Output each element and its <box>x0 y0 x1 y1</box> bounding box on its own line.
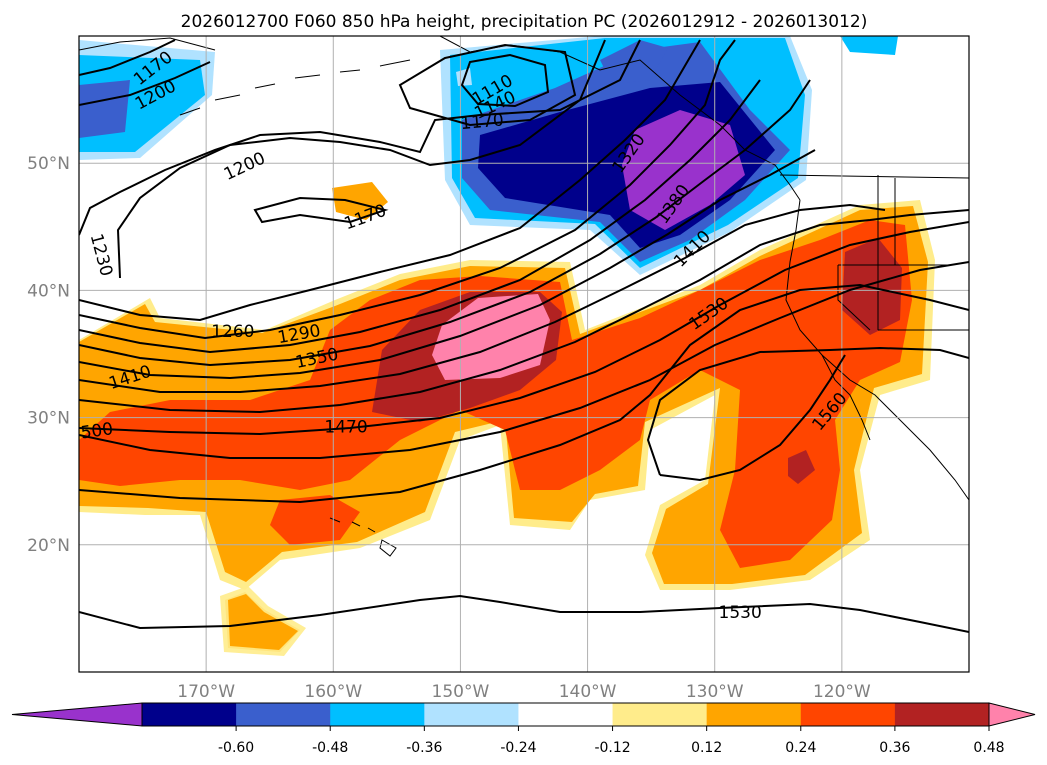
colorbar-tick-label: 0.36 <box>879 740 910 756</box>
contour-label: 1530 <box>719 603 762 623</box>
height-contour <box>79 283 969 504</box>
contour-label-text: 500 <box>79 419 114 443</box>
colorbar-segment <box>894 703 990 726</box>
map-frame <box>78 35 970 673</box>
colorbar-tick-label: 0.12 <box>691 740 722 756</box>
height-contour <box>646 346 969 476</box>
colorbar-frame <box>141 702 990 727</box>
contour-label: 1170 <box>460 110 505 134</box>
lat-tick-label: 20°N <box>27 536 70 556</box>
shade-medium-blue <box>79 80 130 138</box>
lat-tick-label: 30°N <box>27 409 70 429</box>
height-contour <box>79 594 969 633</box>
lat-tick-labels: 20°N 30°N 40°N 50°N <box>27 154 70 556</box>
height-contours <box>79 39 969 633</box>
lon-tick-label: 160°W <box>304 682 362 702</box>
colorbar-segment <box>612 703 708 726</box>
height-contour <box>79 39 176 76</box>
colorbar-segment <box>236 703 331 726</box>
colorbar-tick-label: -0.48 <box>312 740 348 756</box>
hawaii-islands <box>329 517 397 557</box>
contour-label-text: 1530 <box>719 603 762 623</box>
lon-tick-label: 140°W <box>559 682 617 702</box>
shade-pink <box>432 294 550 380</box>
contour-label: 1260 <box>211 322 254 342</box>
colorbar: -0.60 -0.48 -0.36 -0.24 -0.12 0.12 0.24 0.36 0.4… <box>11 702 1036 756</box>
height-contour <box>460 53 550 108</box>
colorbar-tick-label: 0.24 <box>785 740 816 756</box>
baja-california <box>821 354 871 441</box>
height-contour <box>398 43 577 127</box>
height-contour <box>79 203 886 393</box>
height-contour <box>79 221 969 436</box>
lat-tick-label: 40°N <box>27 281 70 301</box>
height-contour <box>79 61 211 106</box>
colorbar-tick-label: 0.48 <box>973 740 1004 756</box>
height-contour <box>79 39 736 340</box>
colorbar-tick-label: -0.24 <box>500 740 536 756</box>
chart-title: 2026012700 F060 850 hPa height, precipit… <box>181 12 868 32</box>
height-contour <box>79 39 641 236</box>
state-lines <box>837 178 950 331</box>
colorbar-segment <box>424 703 519 726</box>
shade-firebrick <box>788 450 815 484</box>
lat-tick-label: 50°N <box>27 154 70 174</box>
height-contour <box>253 196 389 224</box>
colorbar-tick-label: -0.12 <box>594 740 630 756</box>
shade-firebrick <box>842 238 902 335</box>
colorbar-segment <box>330 703 425 726</box>
colorbar-extend-high <box>988 702 1036 727</box>
height-contour <box>79 209 969 414</box>
lon-tick-label: 170°W <box>177 682 235 702</box>
lon-tick-label: 130°W <box>686 682 744 702</box>
height-contour <box>79 39 701 322</box>
colorbar-tick-label: -0.60 <box>218 740 254 756</box>
contour-label-text: 1470 <box>324 418 367 438</box>
height-contour <box>79 149 816 380</box>
colorbar-extend-low <box>11 702 143 727</box>
colorbar-segment <box>800 703 896 726</box>
height-contour <box>659 354 846 482</box>
north-america-coast <box>785 199 969 501</box>
contour-label-text: 1260 <box>211 322 254 342</box>
colorbar-segment <box>518 703 614 726</box>
us-border <box>779 174 969 331</box>
height-contour <box>79 79 811 367</box>
positive-precip-shading <box>79 182 935 656</box>
lon-tick-label: 120°W <box>813 682 871 702</box>
lon-tick-label: 150°W <box>432 682 490 702</box>
colorbar-segment <box>142 703 237 726</box>
height-contour <box>79 261 969 459</box>
colorbar-tick-label: -0.36 <box>406 740 442 756</box>
height-contour <box>79 79 761 354</box>
contour-label-text: 1170 <box>460 110 505 134</box>
contour-label: 500 <box>79 419 114 443</box>
shade-orange <box>332 182 388 220</box>
colorbar-segment <box>706 703 802 726</box>
contour-label: 1470 <box>324 418 367 438</box>
height-contour <box>116 39 606 279</box>
lon-tick-labels: 170°W 160°W 150°W 140°W 130°W 120°W <box>177 682 871 702</box>
shade-red-orange <box>270 495 360 545</box>
shade-sky-blue <box>840 36 898 55</box>
aleutian-islands <box>179 59 411 116</box>
